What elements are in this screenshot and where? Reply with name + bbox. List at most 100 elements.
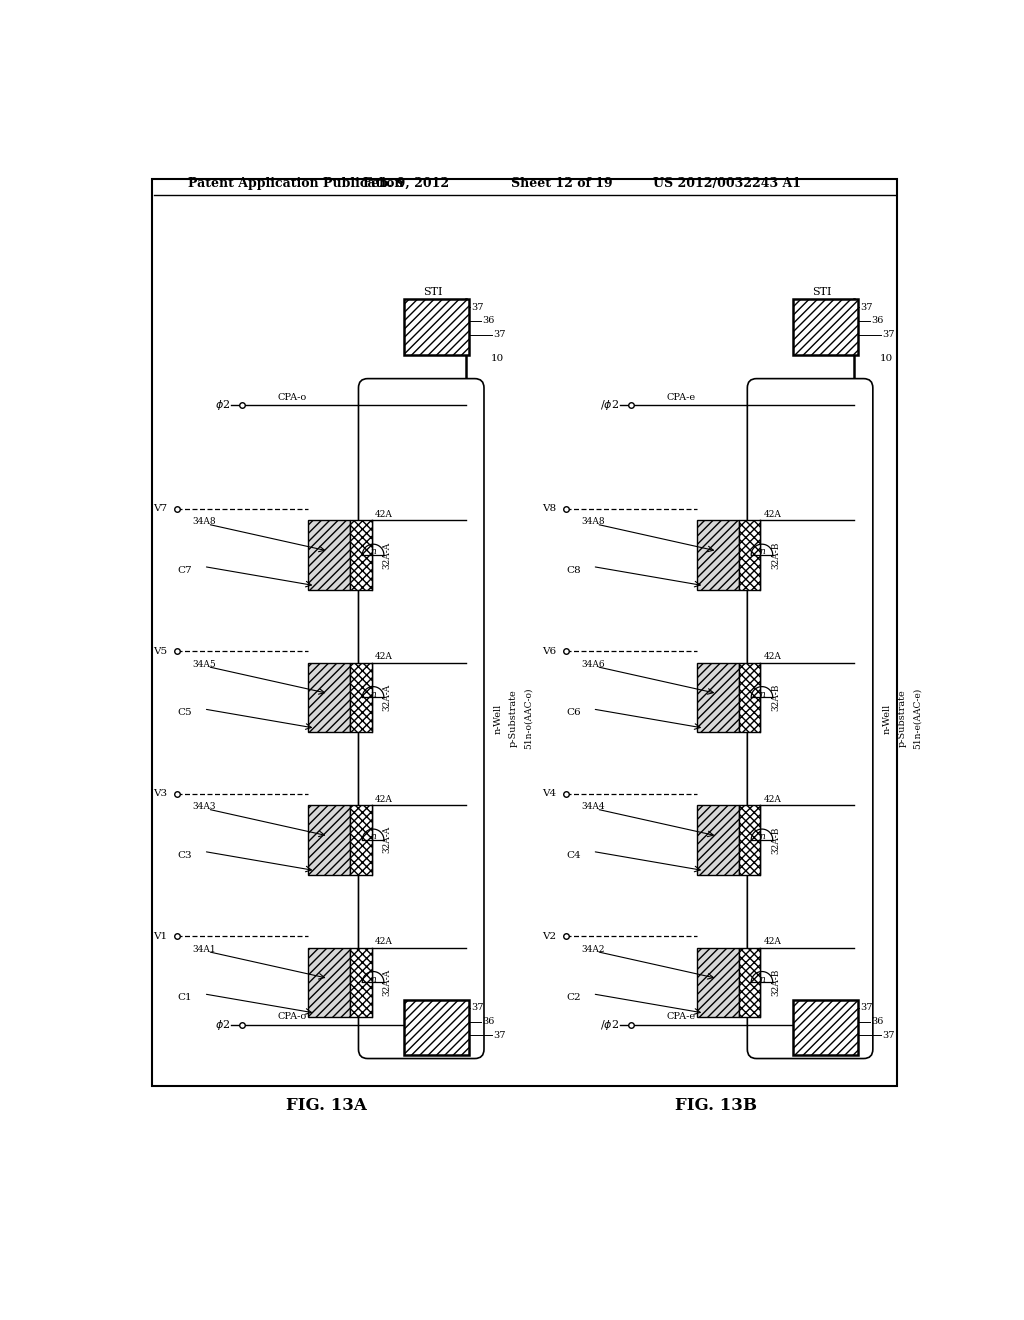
Text: 42A: 42A bbox=[375, 795, 392, 804]
Text: C3: C3 bbox=[177, 851, 193, 859]
Text: STI: STI bbox=[423, 286, 442, 297]
Text: 34A4: 34A4 bbox=[581, 803, 604, 812]
Text: 34A8: 34A8 bbox=[581, 517, 604, 527]
Text: 36: 36 bbox=[871, 1018, 884, 1026]
Bar bbox=[350, 948, 372, 1016]
Text: C4: C4 bbox=[566, 851, 581, 859]
Text: FIG. 13B: FIG. 13B bbox=[675, 1097, 757, 1114]
Bar bbox=[696, 520, 739, 590]
Text: 36: 36 bbox=[482, 317, 495, 325]
Text: $\phi$2: $\phi$2 bbox=[215, 397, 230, 412]
Text: 34A5: 34A5 bbox=[193, 660, 216, 669]
Text: CPA-o: CPA-o bbox=[278, 1012, 307, 1022]
Text: V7: V7 bbox=[154, 504, 168, 513]
Text: 34A6: 34A6 bbox=[581, 660, 604, 669]
Bar bbox=[696, 948, 739, 1016]
Text: V5: V5 bbox=[154, 647, 168, 656]
Text: C6: C6 bbox=[566, 709, 581, 717]
Text: V2: V2 bbox=[543, 932, 556, 941]
Text: /$\phi$2: /$\phi$2 bbox=[600, 1018, 620, 1032]
Text: 42A: 42A bbox=[764, 795, 781, 804]
Text: 34A2: 34A2 bbox=[581, 945, 604, 953]
Bar bbox=[696, 805, 739, 875]
Bar bbox=[350, 663, 372, 733]
Text: 32A-B: 32A-B bbox=[771, 541, 780, 569]
Text: CPA-o: CPA-o bbox=[278, 392, 307, 401]
Text: V6: V6 bbox=[543, 647, 556, 656]
Text: 42A: 42A bbox=[764, 510, 781, 519]
Text: n-Well: n-Well bbox=[883, 704, 891, 734]
Bar bbox=[403, 300, 469, 355]
Text: 37: 37 bbox=[472, 1003, 484, 1012]
Text: 37: 37 bbox=[860, 1003, 873, 1012]
Text: 34A1: 34A1 bbox=[193, 945, 216, 953]
Text: 51n-e(AAC-e): 51n-e(AAC-e) bbox=[913, 688, 922, 750]
Text: n: n bbox=[759, 690, 765, 698]
Text: STI: STI bbox=[812, 286, 831, 297]
Text: C8: C8 bbox=[566, 566, 581, 574]
Bar bbox=[350, 805, 372, 875]
Text: n: n bbox=[371, 690, 376, 698]
Bar bbox=[307, 805, 350, 875]
Text: 42A: 42A bbox=[375, 652, 392, 661]
Bar bbox=[739, 948, 761, 1016]
Bar bbox=[751, 381, 869, 1056]
Text: n: n bbox=[759, 833, 765, 841]
Text: C5: C5 bbox=[177, 709, 193, 717]
Text: CPA-e: CPA-e bbox=[667, 392, 695, 401]
Text: 34A3: 34A3 bbox=[193, 803, 216, 812]
Bar bbox=[307, 520, 350, 590]
Text: 36: 36 bbox=[482, 1018, 495, 1026]
Text: CPA-e: CPA-e bbox=[667, 1012, 695, 1022]
Bar bbox=[361, 381, 481, 1056]
Text: n: n bbox=[759, 548, 765, 556]
Text: 42A: 42A bbox=[764, 937, 781, 946]
Bar bbox=[739, 805, 761, 875]
Bar bbox=[350, 520, 372, 590]
Text: 10: 10 bbox=[492, 354, 505, 363]
Text: 34A8: 34A8 bbox=[193, 517, 216, 527]
Text: Patent Application Publication: Patent Application Publication bbox=[188, 177, 403, 190]
Text: n: n bbox=[371, 974, 376, 983]
Bar bbox=[403, 1001, 469, 1056]
Bar bbox=[739, 520, 761, 590]
Bar bbox=[153, 180, 897, 1086]
Text: Feb. 9, 2012: Feb. 9, 2012 bbox=[364, 177, 450, 190]
Bar bbox=[307, 663, 350, 733]
FancyBboxPatch shape bbox=[358, 379, 484, 1059]
FancyBboxPatch shape bbox=[748, 379, 872, 1059]
Text: /$\phi$2: /$\phi$2 bbox=[600, 397, 620, 412]
Bar bbox=[793, 1001, 858, 1056]
Bar bbox=[307, 948, 350, 1016]
Text: 32A-A: 32A-A bbox=[383, 541, 391, 569]
Text: 42A: 42A bbox=[375, 937, 392, 946]
Text: 10: 10 bbox=[880, 354, 893, 363]
Text: 32A-A: 32A-A bbox=[383, 826, 391, 854]
Text: p-Substrate: p-Substrate bbox=[898, 689, 906, 747]
Text: FIG. 13A: FIG. 13A bbox=[287, 1097, 368, 1114]
Text: V1: V1 bbox=[154, 932, 168, 941]
Text: US 2012/0032243 A1: US 2012/0032243 A1 bbox=[653, 177, 802, 190]
Bar bbox=[793, 300, 858, 355]
Text: 37: 37 bbox=[860, 302, 873, 312]
Text: 37: 37 bbox=[882, 1031, 895, 1040]
Text: C7: C7 bbox=[177, 566, 193, 574]
Text: p-Substrate: p-Substrate bbox=[509, 689, 518, 747]
Text: 36: 36 bbox=[871, 317, 884, 325]
Text: 32A-B: 32A-B bbox=[771, 684, 780, 711]
Text: 37: 37 bbox=[882, 330, 895, 339]
Text: 32A-B: 32A-B bbox=[771, 826, 780, 854]
Text: V3: V3 bbox=[154, 789, 168, 799]
Text: 37: 37 bbox=[494, 330, 506, 339]
Text: C2: C2 bbox=[566, 993, 581, 1002]
Bar bbox=[739, 663, 761, 733]
Text: n-Well: n-Well bbox=[494, 704, 503, 734]
Text: C1: C1 bbox=[177, 993, 193, 1002]
Text: 37: 37 bbox=[494, 1031, 506, 1040]
Text: n: n bbox=[759, 974, 765, 983]
Text: n: n bbox=[371, 548, 376, 556]
Text: n: n bbox=[371, 833, 376, 841]
Text: 32A-B: 32A-B bbox=[771, 969, 780, 997]
Text: Sheet 12 of 19: Sheet 12 of 19 bbox=[511, 177, 612, 190]
Text: V8: V8 bbox=[543, 504, 556, 513]
